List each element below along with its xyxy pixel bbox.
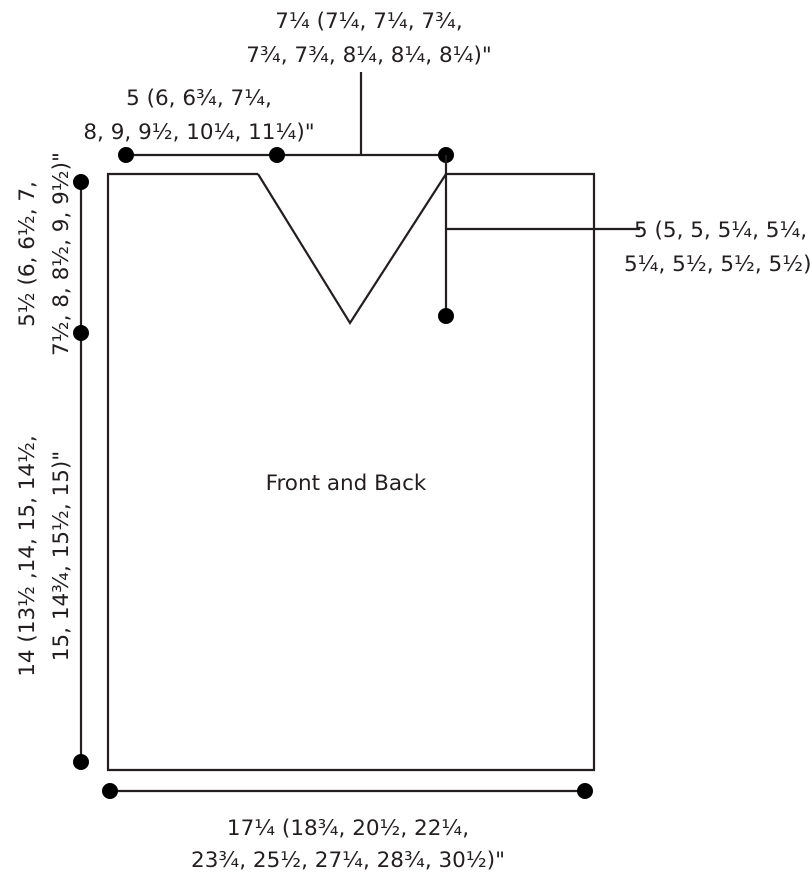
neck-depth-end-dot: [438, 308, 454, 324]
width-left-dot: [102, 783, 118, 799]
armhole-top-dot: [73, 174, 89, 190]
neck-start-dot: [269, 147, 285, 163]
armhole-depth-label-line2: 7½, 8, 8½, 9, 9½)": [49, 152, 74, 356]
armhole-depth-label-line1: 5½ (6, 6½, 7,: [15, 181, 40, 327]
v-neck-outline: [257, 173, 447, 326]
body-length-label-line1: 14 (13½ ,14, 15, 14½,: [15, 435, 40, 677]
armhole-bottom-dot: [73, 325, 89, 341]
width-label-line2: 23¾, 25½, 27¼, 28¾, 30½)": [191, 848, 505, 873]
diagram-title: Front and Back: [266, 471, 427, 496]
body-length-label-line2: 15, 14¾, 15½, 15)": [49, 451, 74, 661]
width-right-dot: [577, 783, 593, 799]
neck-width-label-line2: 7¾, 7¾, 8¼, 8¼, 8¼)": [246, 43, 492, 68]
neck-depth-label-line1: 5 (5, 5, 5¼, 5¼,: [634, 218, 807, 243]
shoulder-width-label-line1: 5 (6, 6¾, 7¼,: [126, 86, 272, 111]
shoulder-start-dot: [118, 147, 134, 163]
shoulder-width-label-line2: 8, 9, 9½, 10¼, 11¼)": [83, 120, 314, 145]
hem-dot: [73, 754, 89, 770]
width-label-line1: 17¼ (18¾, 20½, 22¼,: [227, 816, 469, 841]
neck-width-label-line1: 7¼ (7¼, 7¼, 7¾,: [275, 9, 462, 34]
neck-depth-label-line2: 5¼, 5½, 5½, 5½)": [624, 252, 812, 277]
garment-outline: [106, 172, 596, 772]
